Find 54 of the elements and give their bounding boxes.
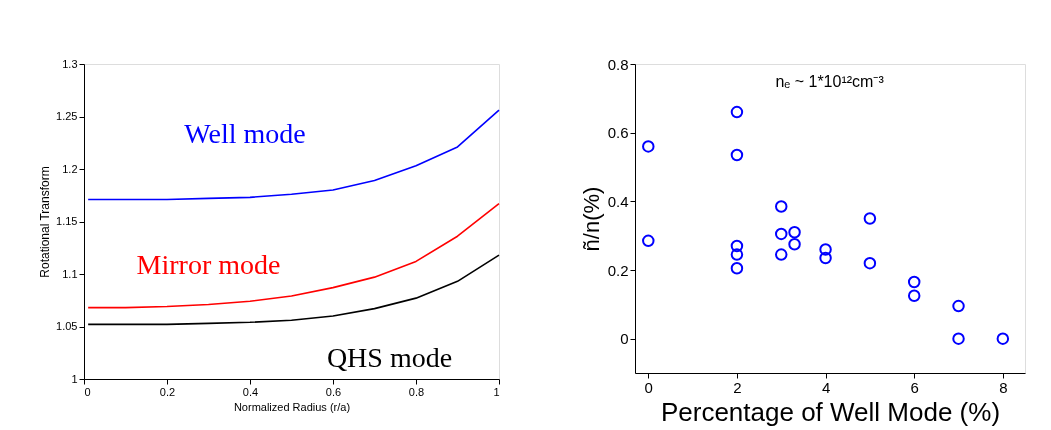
point <box>907 289 921 302</box>
x-tick-label: 0.8 <box>408 385 425 398</box>
point <box>730 239 744 253</box>
y-tick-label: 0.6 <box>607 124 629 142</box>
x-tick-label: 0.4 <box>242 385 259 398</box>
point <box>788 226 801 239</box>
series-label: Well mode <box>184 118 306 150</box>
y-tick-label: 1.1 <box>62 267 78 280</box>
point <box>996 332 1010 345</box>
y-axis-title: ñ/n(%) <box>578 186 604 252</box>
point <box>730 262 744 275</box>
point <box>819 251 832 265</box>
point <box>952 332 965 345</box>
x-tick-label: 8 <box>999 378 1008 396</box>
x-axis-title: Normalized Radius (r/a) <box>233 400 351 413</box>
y-tick-label: 0 <box>620 330 629 348</box>
point <box>730 148 744 162</box>
line-series <box>87 109 500 201</box>
x-tick-label: 1 <box>493 385 500 398</box>
y-axis-title: Rotational Transform <box>38 166 53 278</box>
point <box>775 227 788 241</box>
y-tick-label: 0.2 <box>607 261 629 279</box>
y-tick-label: 1.05 <box>56 320 78 332</box>
y-tick-label: 0.4 <box>607 192 629 210</box>
x-tick-label: 2 <box>733 378 742 396</box>
point <box>775 200 788 213</box>
x-tick-label: 6 <box>910 378 919 396</box>
point <box>907 275 921 289</box>
point <box>952 299 965 313</box>
x-axis-title: Percentage of Well Mode (%) <box>660 396 1001 427</box>
y-tick-label: 1.25 <box>56 110 78 122</box>
series-label: QHS mode <box>326 341 453 373</box>
x-tick-label: 0 <box>644 378 653 396</box>
point <box>730 248 744 261</box>
annotation: nₑ ~ 1*10¹²cm⁻³ <box>775 73 885 90</box>
point <box>642 140 655 153</box>
y-tick-label: 1.3 <box>62 57 78 70</box>
line-series <box>87 202 500 309</box>
point <box>863 256 877 270</box>
point <box>775 248 788 261</box>
y-tick-label: 1.2 <box>62 162 78 175</box>
point <box>730 105 744 119</box>
y-tick-label: 1.15 <box>56 215 78 227</box>
series-label: Mirror mode <box>136 249 281 281</box>
point <box>863 212 877 225</box>
x-tick-label: 4 <box>821 378 831 396</box>
line-series <box>87 254 500 326</box>
point <box>642 234 655 248</box>
y-tick-label: 0.8 <box>607 55 629 73</box>
point <box>819 243 832 256</box>
x-tick-label: 0.6 <box>325 385 342 398</box>
x-tick-label: 0.2 <box>159 385 176 398</box>
x-tick-label: 0 <box>84 385 91 398</box>
point <box>788 238 801 251</box>
